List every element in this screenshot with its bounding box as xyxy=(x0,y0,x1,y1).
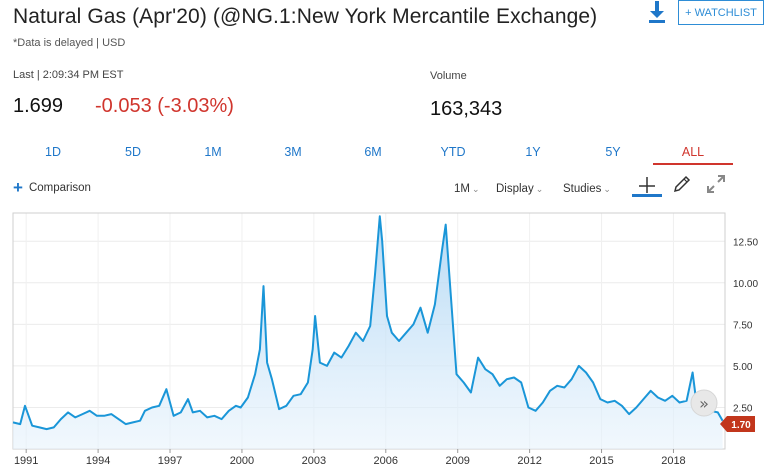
last-price-tag: 1.70 xyxy=(720,416,755,432)
add-to-watchlist-button[interactable]: + WATCHLIST xyxy=(678,0,764,25)
data-delay-note: *Data is delayed | USD xyxy=(13,37,126,49)
x-tick-label: 2000 xyxy=(230,455,254,467)
studies-dropdown[interactable]: Studies ⌄ xyxy=(563,183,611,195)
tab-5y[interactable]: 5Y xyxy=(605,145,621,159)
tab-all[interactable]: ALL xyxy=(653,139,733,165)
time-range-tabs: 1D 5D 1M 3M 6M YTD 1Y 5Y ALL xyxy=(13,139,733,165)
crosshair-icon[interactable] xyxy=(632,175,662,197)
last-price: 1.699 xyxy=(13,95,64,117)
tab-3m[interactable]: 3M xyxy=(284,145,302,159)
page-title: Natural Gas (Apr'20) (@NG.1:New York Mer… xyxy=(13,5,598,28)
x-tick-label: 1994 xyxy=(86,455,110,467)
x-tick-label: 2018 xyxy=(661,455,685,467)
studies-label: Studies xyxy=(563,183,602,195)
interval-dropdown[interactable]: 1M ⌄ xyxy=(454,183,480,195)
tab-ytd[interactable]: YTD xyxy=(440,145,466,159)
y-tick-label: 12.50 xyxy=(733,237,758,248)
x-tick-label: 2009 xyxy=(445,455,469,467)
chevron-down-icon: ⌄ xyxy=(603,184,611,194)
double-chevron-right-icon: » xyxy=(699,394,709,413)
comparison-button[interactable]: + Comparison xyxy=(13,178,91,197)
y-tick-label: 10.00 xyxy=(733,279,758,290)
x-tick-label: 2003 xyxy=(302,455,326,467)
display-label: Display xyxy=(496,183,534,195)
tab-1y[interactable]: 1Y xyxy=(525,145,541,159)
price-line xyxy=(12,215,724,431)
scroll-right-button[interactable]: » xyxy=(690,389,718,417)
last-price-tag-label: 1.70 xyxy=(731,420,751,431)
expand-icon[interactable] xyxy=(705,173,727,195)
display-dropdown[interactable]: Display ⌄ xyxy=(496,183,543,195)
volume-value: 163,343 xyxy=(430,98,503,120)
x-tick-label: 2015 xyxy=(589,455,613,467)
tab-1m[interactable]: 1M xyxy=(204,145,222,159)
x-axis: 1991 1994 1997 2000 2003 2006 2009 2012 2015 2018 xyxy=(14,449,686,467)
price-change: -0.053 (-3.03%) xyxy=(95,95,234,117)
y-axis: 2.50 5.00 7.50 10.00 12.50 xyxy=(733,237,758,414)
y-tick-label: 2.50 xyxy=(733,403,753,414)
tab-6m[interactable]: 6M xyxy=(364,145,382,159)
download-icon[interactable] xyxy=(645,0,669,24)
chevron-down-icon: ⌄ xyxy=(535,184,544,194)
price-chart[interactable]: 1991 1994 1997 2000 2003 2006 2009 2012 2015 2018… xyxy=(0,211,770,471)
tab-1d[interactable]: 1D xyxy=(45,145,61,159)
interval-label: 1M xyxy=(454,183,470,195)
comparison-label: Comparison xyxy=(28,182,91,194)
x-tick-label: 2012 xyxy=(517,455,541,467)
x-tick-label: 1991 xyxy=(14,455,38,467)
y-tick-label: 7.50 xyxy=(733,320,753,331)
last-trade-time: Last | 2:09:34 PM EST xyxy=(13,69,124,81)
pencil-icon[interactable] xyxy=(672,174,692,194)
tab-5d[interactable]: 5D xyxy=(125,145,141,159)
x-tick-label: 1997 xyxy=(158,455,182,467)
chevron-down-icon: ⌄ xyxy=(471,184,480,194)
volume-label: Volume xyxy=(430,70,467,82)
x-tick-label: 2006 xyxy=(374,455,398,467)
y-tick-label: 5.00 xyxy=(733,362,753,373)
plus-icon: + xyxy=(13,178,23,197)
